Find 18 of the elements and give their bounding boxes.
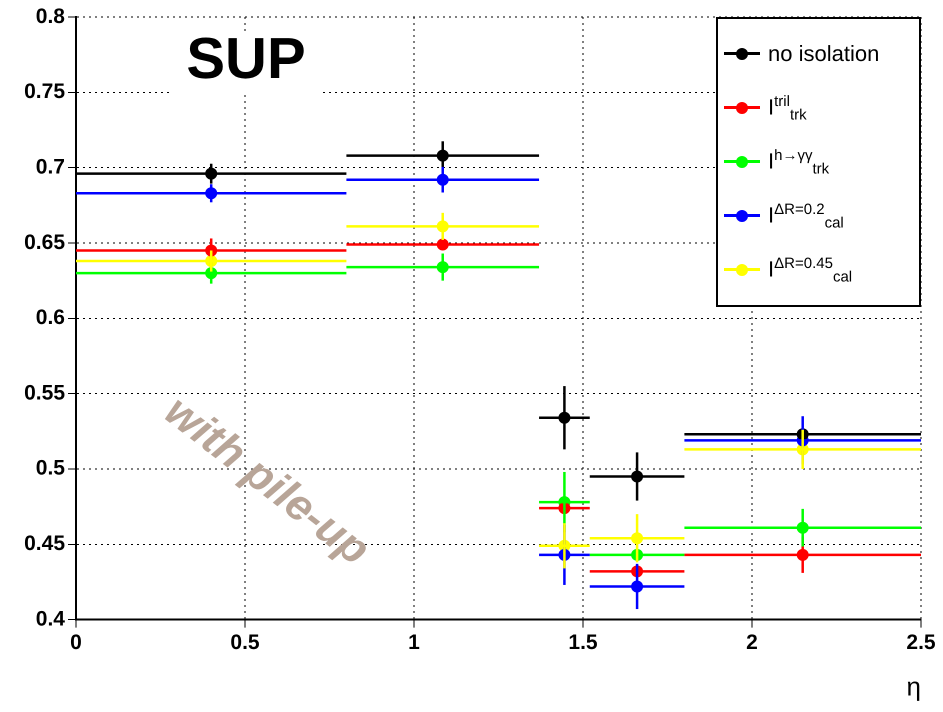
x-tick-label: 0	[70, 630, 82, 654]
y-tick-label: 0.4	[36, 607, 66, 630]
x-tick-label: 2.5	[906, 630, 936, 654]
y-tick-label: 0.75	[24, 80, 66, 104]
y-tick-label: 0.8	[36, 4, 66, 28]
x-tick-label: 0.5	[230, 630, 260, 654]
x-tick-label: 2	[746, 630, 758, 654]
y-tick-label: 0.6	[36, 306, 65, 330]
x-axis-title: η	[906, 672, 921, 702]
legend-label: no isolation	[768, 41, 880, 67]
y-tick-label: 0.5	[36, 456, 66, 480]
y-tick-label: 0.65	[24, 230, 66, 254]
x-tick-label: 1.5	[568, 630, 598, 654]
y-tick-label: 0.7	[36, 155, 65, 178]
x-tick-label: 1	[408, 630, 420, 654]
y-tick-label: 0.45	[24, 532, 66, 556]
annotation: SUP	[186, 26, 306, 91]
y-tick-label: 0.55	[24, 381, 66, 404]
